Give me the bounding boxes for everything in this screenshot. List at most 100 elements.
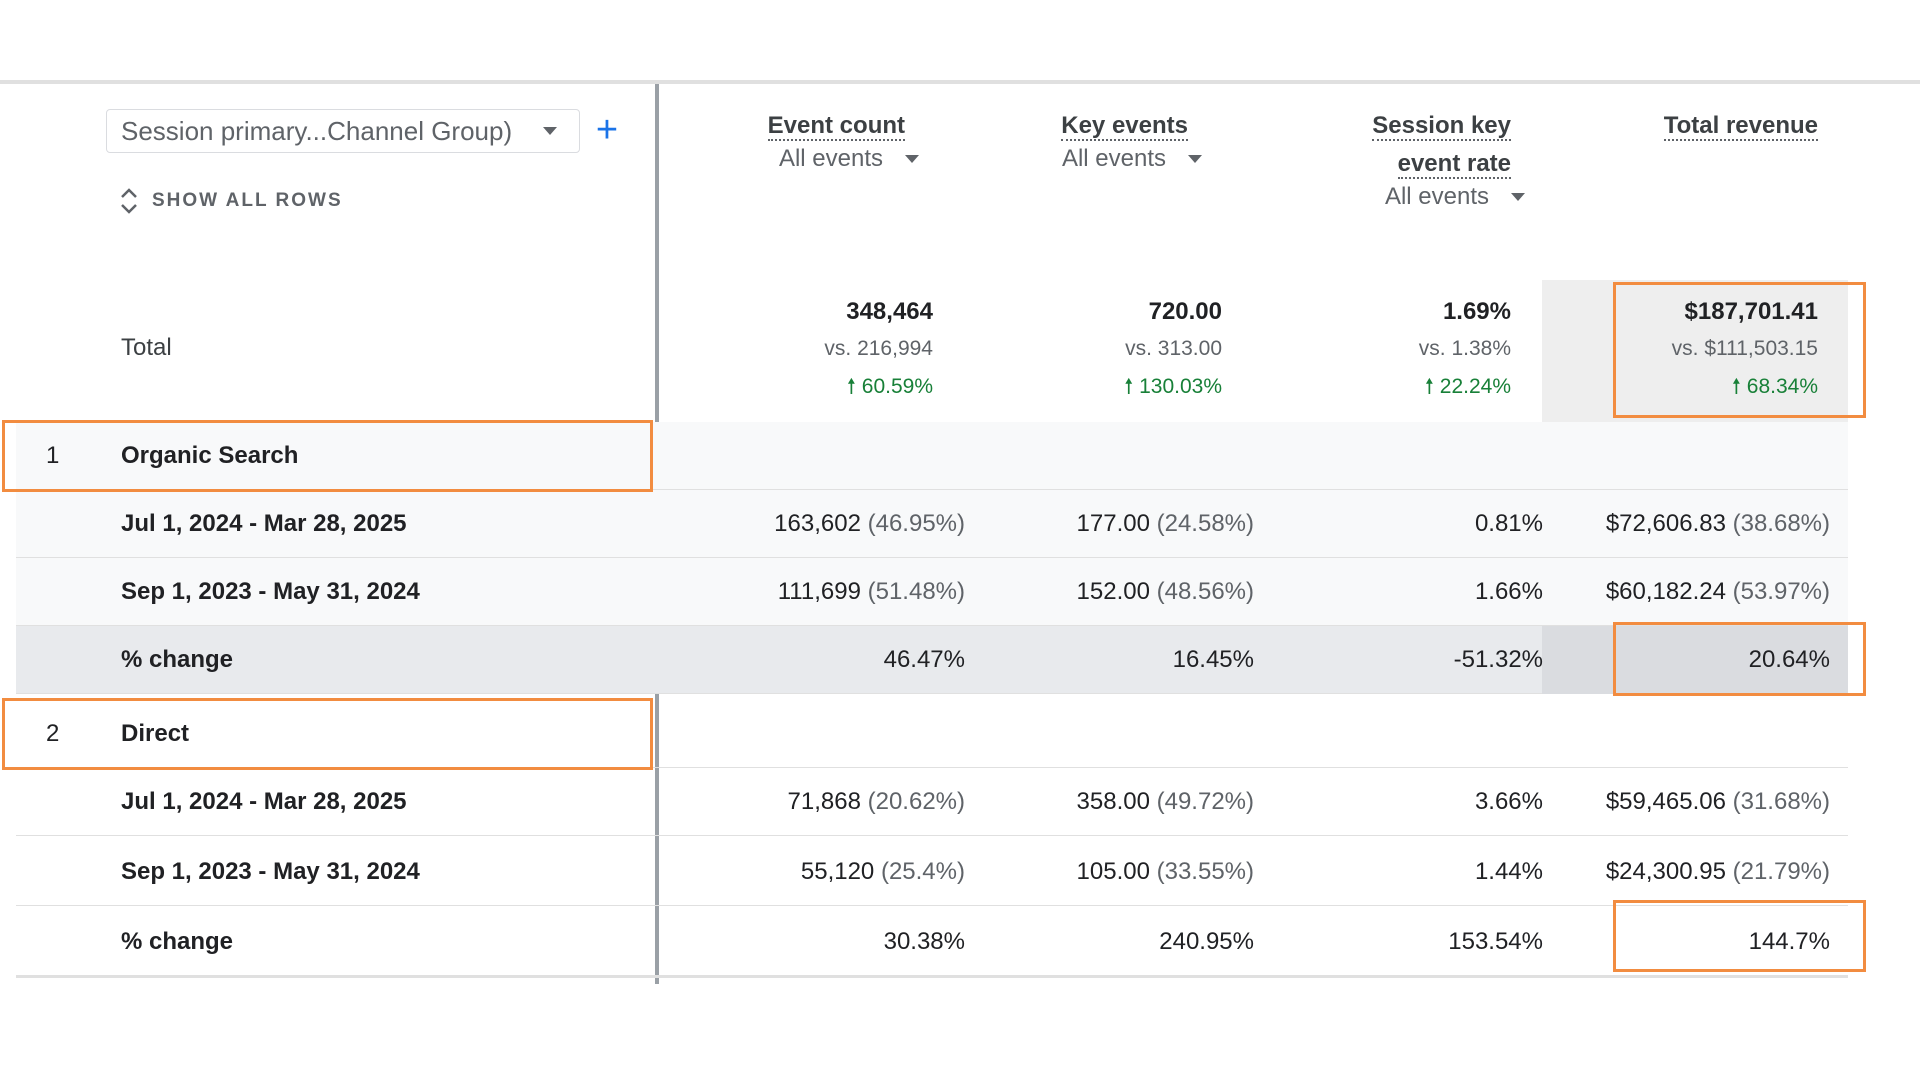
- total-key-events: 720.00 vs. 313.00 🠕 130.03%: [1124, 294, 1222, 406]
- add-dimension-button[interactable]: +: [595, 109, 619, 151]
- metric-label: Key events: [1061, 112, 1188, 141]
- revenue-cell-shade: [1542, 626, 1848, 694]
- column-header-session-key-event-rate[interactable]: Session key event rate All events: [1372, 107, 1525, 211]
- arrow-up-icon: 🠕: [1124, 375, 1134, 398]
- column-header-total-revenue[interactable]: Total revenue: [1663, 107, 1818, 145]
- column-header-event-count[interactable]: Event count All events: [767, 107, 919, 173]
- table-row-percent-change[interactable]: % change 30.38% 240.95% 153.54% 144.7%: [16, 908, 1848, 976]
- cell-key-events: 152.00 (48.56%): [1076, 578, 1254, 605]
- total-comparison: vs. 1.38%: [1418, 337, 1511, 360]
- row-label: Sep 1, 2023 - May 31, 2024: [121, 858, 420, 885]
- metric-label: Total revenue: [1663, 112, 1818, 141]
- column-header-key-events[interactable]: Key events All events: [1061, 107, 1202, 173]
- table-row[interactable]: Sep 1, 2023 - May 31, 2024 111,699 (51.4…: [16, 558, 1848, 626]
- table-row[interactable]: Sep 1, 2023 - May 31, 2024 55,120 (25.4%…: [16, 838, 1848, 906]
- total-comparison: vs. $111,503.15: [1671, 337, 1818, 360]
- highlight-box: [1613, 282, 1866, 418]
- cell-session-key-event-rate: 1.66%: [1474, 578, 1543, 605]
- group-name: Direct: [121, 720, 190, 747]
- total-change-value: 22.24%: [1439, 375, 1511, 398]
- total-session-key-event-rate: 1.69% vs. 1.38% 🠕 22.24%: [1419, 294, 1511, 406]
- group-index: 2: [46, 720, 60, 747]
- total-change-value: 60.59%: [861, 375, 933, 398]
- total-label: Total: [121, 334, 172, 361]
- cell-total-revenue: $59,465.06 (31.68%): [1605, 788, 1830, 815]
- total-change-value: 130.03%: [1139, 375, 1222, 398]
- total-change: 🠕 68.34%: [1672, 368, 1818, 406]
- total-comparison: vs. 313.00: [1125, 337, 1222, 360]
- group-index: 1: [46, 442, 60, 469]
- total-change: 🠕 130.03%: [1124, 368, 1222, 406]
- metric-label: Session key: [1372, 112, 1511, 141]
- cell-event-count: 55,120 (25.4%): [800, 858, 965, 885]
- cell-session-key-event-rate: 0.81%: [1474, 510, 1543, 537]
- cell-key-events: 105.00 (33.55%): [1076, 858, 1254, 885]
- row-label: % change: [121, 646, 234, 673]
- cell-total-revenue: $24,300.95 (21.79%): [1605, 858, 1830, 885]
- arrow-up-icon: 🠕: [1731, 375, 1741, 398]
- cell-event-count: 163,602 (46.95%): [774, 510, 965, 537]
- cell-total-revenue: 20.64%: [1748, 646, 1830, 673]
- event-filter-label: All events: [1061, 145, 1166, 172]
- cell-key-events: 358.00 (49.72%): [1076, 788, 1254, 815]
- group-row-direct[interactable]: 2 Direct: [16, 700, 1848, 768]
- cell-key-events: 177.00 (24.58%): [1076, 510, 1254, 537]
- group-row-organic-search[interactable]: 1 Organic Search: [16, 422, 1848, 490]
- total-change: 🠕 60.59%: [824, 368, 933, 406]
- cell-total-revenue: 144.7%: [1748, 928, 1830, 955]
- event-filter-label: All events: [778, 145, 883, 172]
- caret-down-icon: [1511, 193, 1525, 201]
- total-revenue-background: [1542, 280, 1848, 422]
- total-change: 🠕 22.24%: [1419, 368, 1511, 406]
- caret-down-icon: [1188, 155, 1202, 163]
- highlight-box: [1613, 622, 1866, 696]
- metric-label: Event count: [767, 112, 905, 141]
- total-value: 348,464: [846, 298, 933, 325]
- highlight-box: [2, 420, 653, 492]
- table-row-percent-change[interactable]: % change 46.47% 16.45% -51.32% 20.64%: [16, 626, 1848, 694]
- event-filter-dropdown[interactable]: All events: [1384, 183, 1525, 211]
- table-row[interactable]: Jul 1, 2024 - Mar 28, 2025 163,602 (46.9…: [16, 490, 1848, 558]
- cell-session-key-event-rate: 3.66%: [1474, 788, 1543, 815]
- cell-key-events: 16.45%: [1172, 646, 1254, 673]
- caret-down-icon: [543, 127, 557, 135]
- cell-event-count: 30.38%: [883, 928, 965, 955]
- total-value: 1.69%: [1442, 298, 1511, 325]
- cell-session-key-event-rate: 1.44%: [1474, 858, 1543, 885]
- total-value: $187,701.41: [1684, 298, 1818, 325]
- highlight-box: [1613, 900, 1866, 972]
- row-label: Jul 1, 2024 - Mar 28, 2025: [121, 510, 407, 537]
- total-change-value: 68.34%: [1746, 375, 1818, 398]
- cell-session-key-event-rate: -51.32%: [1453, 646, 1543, 673]
- row-label: Jul 1, 2024 - Mar 28, 2025: [121, 788, 407, 815]
- cell-event-count: 111,699 (51.48%): [777, 578, 965, 605]
- cell-event-count: 46.47%: [883, 646, 965, 673]
- cell-total-revenue: $72,606.83 (38.68%): [1605, 510, 1830, 537]
- highlight-box: [2, 698, 653, 770]
- total-revenue: $187,701.41 vs. $111,503.15 🠕 68.34%: [1672, 294, 1818, 406]
- cell-total-revenue: $60,182.24 (53.97%): [1605, 578, 1830, 605]
- show-all-rows-button[interactable]: SHOW ALL ROWS: [118, 186, 343, 216]
- cell-session-key-event-rate: 153.54%: [1448, 928, 1543, 955]
- unfold-icon: [118, 186, 140, 216]
- arrow-up-icon: 🠕: [846, 375, 856, 398]
- row-label: % change: [121, 928, 234, 955]
- metric-label-line2: event rate: [1397, 150, 1511, 179]
- dimension-dropdown-label: Session primary...Channel Group): [121, 115, 513, 146]
- row-label: Sep 1, 2023 - May 31, 2024: [121, 578, 420, 605]
- cell-key-events: 240.95%: [1159, 928, 1254, 955]
- arrow-up-icon: 🠕: [1424, 375, 1434, 398]
- table-bottom-border: [16, 976, 1848, 978]
- cell-event-count: 71,868 (20.62%): [787, 788, 965, 815]
- total-comparison: vs. 216,994: [824, 337, 933, 360]
- total-event-count: 348,464 vs. 216,994 🠕 60.59%: [824, 294, 933, 406]
- table-row[interactable]: Jul 1, 2024 - Mar 28, 2025 71,868 (20.62…: [16, 768, 1848, 836]
- group-name: Organic Search: [121, 442, 299, 469]
- event-filter-dropdown[interactable]: All events: [778, 145, 919, 173]
- total-value: 720.00: [1148, 298, 1222, 325]
- show-all-rows-label: SHOW ALL ROWS: [152, 190, 343, 211]
- event-filter-dropdown[interactable]: All events: [1061, 145, 1202, 173]
- event-filter-label: All events: [1384, 183, 1489, 210]
- dimension-dropdown[interactable]: Session primary...Channel Group): [106, 109, 580, 153]
- caret-down-icon: [905, 155, 919, 163]
